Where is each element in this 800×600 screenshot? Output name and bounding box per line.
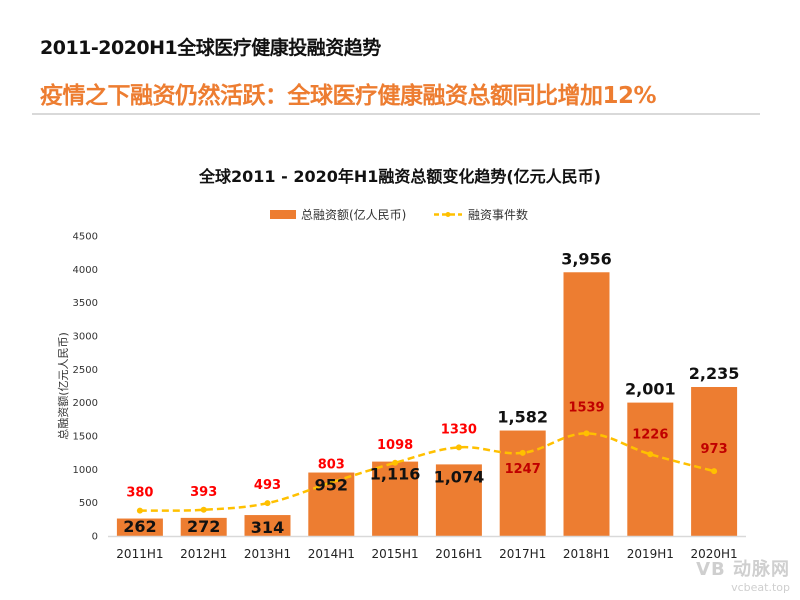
bar-value-label: 952: [315, 476, 348, 495]
y-tick-label: 3000: [73, 332, 98, 343]
line-point: [711, 468, 718, 475]
y-tick-label: 1500: [73, 432, 98, 443]
line-point: [647, 451, 654, 458]
line-value-label: 1330: [441, 422, 477, 437]
page-title: 2011-2020H1全球医疗健康投融资趋势: [40, 37, 381, 59]
line-value-label: 1226: [632, 427, 668, 442]
line-value-label: 973: [701, 442, 728, 457]
bar-value-label: 272: [187, 517, 220, 536]
y-tick-label: 2000: [73, 398, 98, 409]
x-tick-label: 2018H1: [563, 547, 610, 561]
x-tick-label: 2017H1: [499, 547, 546, 561]
x-tick-label: 2014H1: [308, 547, 355, 561]
data-labels: 262 272 314 952 1,116 1,074 1,582 3,956 2,001 2,2…: [123, 249, 739, 537]
page-subtitle: 疫情之下融资仍然活跃：全球医疗健康融资总额同比增加12%: [40, 83, 657, 109]
line-point: [455, 444, 462, 451]
legend-bar-swatch: [270, 210, 296, 219]
bar: [116, 518, 163, 536]
bar-value-label: 262: [123, 517, 156, 536]
y-tick-label: 0: [92, 532, 98, 543]
watermark-logo: VB 动脉网: [696, 559, 790, 580]
bar-value-label: 1,582: [497, 408, 548, 427]
x-tick-label: 2015H1: [371, 547, 418, 561]
bar: [563, 272, 610, 536]
bar-value-label: 1,074: [434, 467, 485, 486]
bar-series: [116, 272, 738, 536]
bar-value-label: 2,001: [625, 380, 676, 399]
line-value-label: 393: [190, 485, 217, 500]
watermark: VB 动脉网 vcbeat.top: [696, 555, 790, 594]
x-axis: 2011H1 2012H1 2013H1 2014H1 2015H1 2016H1 2017…: [116, 547, 737, 561]
x-tick-label: 2016H1: [435, 547, 482, 561]
line-point: [583, 430, 590, 437]
y-tick-label: 1000: [73, 465, 98, 476]
line-point: [328, 479, 335, 486]
y-axis-label: 总融资额(亿元人民币): [56, 332, 70, 440]
line-point: [136, 507, 143, 514]
legend: 总融资额(亿人民币) 融资事件数: [270, 207, 528, 222]
x-tick-label: 2019H1: [627, 547, 674, 561]
line-value-label: 803: [318, 457, 345, 472]
x-tick-label: 2011H1: [116, 547, 163, 561]
line-series: [136, 430, 718, 514]
bar: [691, 387, 738, 536]
bar: [244, 515, 291, 536]
bar-value-label: 314: [251, 518, 284, 537]
watermark-url: vcbeat.top: [731, 581, 790, 594]
line-point: [519, 449, 526, 456]
y-tick-label: 4500: [73, 232, 98, 243]
legend-bar-label: 总融资额(亿人民币): [301, 207, 406, 222]
bar: [435, 464, 482, 536]
bar: [499, 430, 546, 536]
y-tick-label: 2500: [73, 365, 98, 376]
legend-line-marker: [445, 212, 451, 217]
bar-value-label: 2,235: [689, 364, 740, 383]
x-tick-label: 2012H1: [180, 547, 227, 561]
line-point: [264, 500, 271, 507]
y-tick-label: 3500: [73, 298, 98, 309]
line-value-label: 1247: [505, 462, 541, 477]
bar: [372, 461, 419, 536]
line-point: [392, 459, 399, 466]
line-value-label: 1098: [377, 438, 413, 453]
y-axis: 0 500 1000 1500 2000 2500 3000 3500 4000 4500: [73, 232, 98, 543]
line-value-label: 1539: [568, 400, 604, 415]
x-tick-label: 2020H1: [690, 547, 737, 561]
line-value-label: 380: [126, 486, 153, 501]
line-point: [200, 506, 207, 513]
y-tick-label: 4000: [73, 265, 98, 276]
legend-line-label: 融资事件数: [468, 207, 528, 222]
bar-value-label: 1,116: [370, 465, 421, 484]
bar-value-label: 3,956: [561, 249, 612, 268]
line-value-label: 493: [254, 478, 281, 493]
chart-title: 全球2011 - 2020年H1融资总额变化趋势(亿元人民币): [198, 167, 601, 186]
bar: [627, 402, 674, 536]
x-tick-label: 2013H1: [244, 547, 291, 561]
line-path: [139, 432, 715, 512]
bar: [180, 517, 227, 536]
divider: [32, 113, 760, 115]
y-tick-label: 500: [79, 498, 98, 509]
